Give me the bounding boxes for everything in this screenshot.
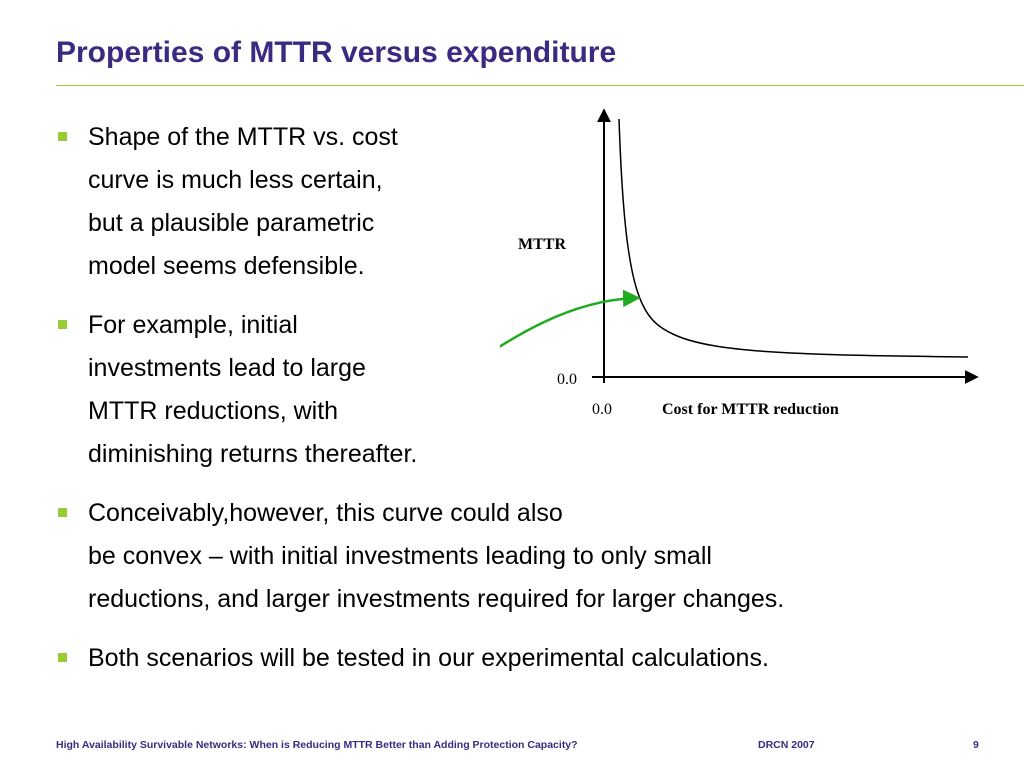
bullet-4: Both scenarios will be tested in our exp… [58,637,769,680]
bullet-line: curve is much less certain, [88,166,383,194]
bullet-marker-icon [58,132,67,141]
bullet-marker-icon [58,508,67,517]
bullet-marker-icon [58,653,67,662]
x-axis-label: Cost for MTTR reduction [662,401,839,418]
footer-page-number: 9 [973,739,979,751]
x-origin-label: 0.0 [592,401,612,418]
title-divider [56,85,1024,86]
bullet-line: model seems defensible. [88,252,365,280]
bullet-marker-icon [58,320,67,329]
bullet-line: Conceivably,however, this curve could al… [88,499,563,527]
y-axis-label: MTTR [518,236,566,253]
footer-event: DRCN 2007 [758,739,815,751]
bullet-line: diminishing returns thereafter. [88,440,418,468]
bullet-line: be convex – with initial investments lea… [88,542,712,570]
bullet-line: but a plausible parametric [88,209,375,237]
y-origin-label: 0.0 [557,371,577,388]
bullet-line: Both scenarios will be tested in our exp… [88,644,769,672]
bullet-2: For example, initial investments lead to… [58,304,418,476]
green-arrow [500,289,641,348]
footer-title: High Availability Survivable Networks: W… [56,739,578,751]
bullet-line: reductions, and larger investments requi… [88,585,785,613]
bullet-3: Conceivably,however, this curve could al… [58,492,785,621]
bullet-line: MTTR reductions, with [88,397,339,425]
bullet-1: Shape of the MTTR vs. cost curve is much… [58,116,398,288]
bullet-line: Shape of the MTTR vs. cost [88,123,398,151]
slide-title: Properties of MTTR versus expenditure [56,36,617,69]
bullet-line: For example, initial [88,311,298,339]
bullet-line: investments lead to large [88,354,366,382]
mttr-curve [618,118,969,358]
mttr-cost-chart: MTTR 0.0 0.0 Cost for MTTR reduction [500,108,979,418]
